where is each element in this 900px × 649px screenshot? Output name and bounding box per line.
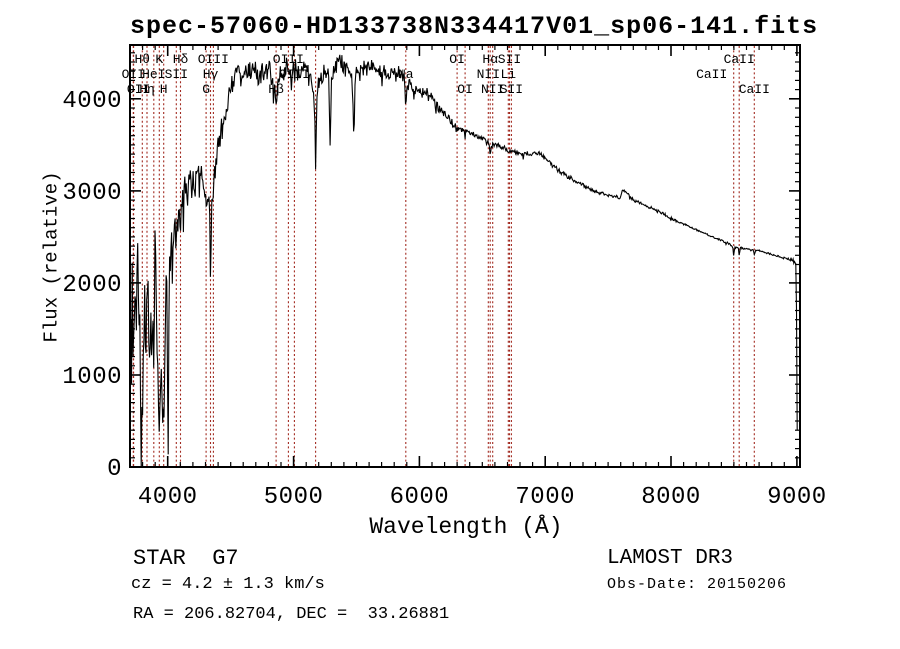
spectral-line-label: SII	[165, 67, 188, 82]
x-axis-tick-label: 7000	[515, 484, 575, 511]
spectral-line-label: CaII	[739, 82, 770, 97]
obs-date-label: Obs-Date: 20150206	[607, 576, 788, 593]
spectral-line-label: Hδ	[173, 52, 189, 67]
spectral-line-label: H	[160, 82, 168, 97]
x-axis-tick-label: 8000	[641, 484, 701, 511]
radial-velocity-label: cz = 4.2 ± 1.3 km/s	[131, 575, 325, 594]
ra-dec-label: RA = 206.82704, DEC = 33.26881	[133, 605, 450, 624]
y-axis-tick-label: 2000	[62, 272, 122, 299]
x-axis-tick-label: 6000	[390, 484, 450, 511]
plot-box	[129, 44, 801, 468]
spectral-line-label: NII	[477, 67, 500, 82]
spectral-line-label: OIII	[273, 52, 304, 67]
spectral-line-label: Li	[500, 67, 516, 82]
spectral-line-label: G	[202, 82, 210, 97]
spectral-line-label: HeI	[142, 67, 165, 82]
spectral-line-label: Hγ	[203, 67, 219, 82]
y-axis-tick-label: 3000	[62, 180, 122, 207]
spectral-line-label: CaII	[724, 52, 755, 67]
spectral-line-label: SII	[498, 52, 521, 67]
spectral-line-label: Hβ	[268, 82, 284, 97]
x-axis-tick-label: 9000	[767, 484, 827, 511]
plot-title: spec-57060-HD133738N334417V01_sp06-141.f…	[130, 12, 819, 41]
spectral-line-label: OII	[122, 67, 145, 82]
y-axis-title-text: Flux (relative)	[41, 171, 63, 343]
spectral-line-label: OI	[457, 82, 473, 97]
spectral-line-label: NII	[481, 82, 504, 97]
star-class-label: STAR G7	[133, 546, 239, 571]
x-axis-title: Wavelength (Å)	[369, 514, 563, 540]
x-axis-tick-label: 4000	[138, 484, 198, 511]
spectral-line-label: CaII	[696, 67, 727, 82]
spectral-line-label: K	[155, 52, 163, 67]
spectrum-path	[131, 54, 798, 466]
spectral-line-label: OI	[449, 52, 465, 67]
spectral-line-label: Hα	[482, 52, 498, 67]
spectral-line-label: Hη	[139, 82, 155, 97]
y-axis-tick-label: 0	[107, 456, 122, 483]
spectral-line-label: Hθ	[134, 52, 150, 67]
spectral-line-label: SII	[500, 82, 523, 97]
x-axis-tick-label: 5000	[264, 484, 324, 511]
survey-release-label: LAMOST DR3	[607, 547, 734, 570]
spectral-line-label: OII	[127, 82, 150, 97]
y-axis-tick-label: 4000	[62, 88, 122, 115]
spectral-line-label: OIII	[198, 52, 229, 67]
y-axis-tick-label: 1000	[62, 364, 122, 391]
